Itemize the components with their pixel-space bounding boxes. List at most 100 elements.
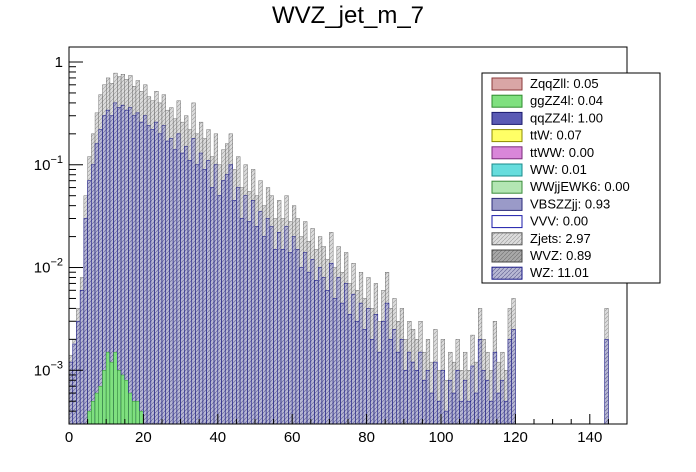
- bar-wz: [258, 211, 263, 425]
- bar-ggzz4l: [117, 370, 122, 425]
- bar-wz: [477, 339, 483, 425]
- x-tick-label: 60: [284, 429, 301, 446]
- bar-wz: [466, 400, 472, 425]
- bar-wz: [176, 133, 181, 425]
- legend-swatch: [491, 146, 523, 160]
- chart-title: WVZ_jet_m_7: [271, 2, 425, 29]
- bar-wz: [139, 121, 144, 425]
- bar-wz: [414, 369, 419, 425]
- bar-wz: [295, 249, 300, 425]
- bar-wz: [604, 339, 609, 425]
- x-tick-label: 100: [428, 429, 453, 446]
- bar-wz: [317, 267, 323, 425]
- bar-wz: [172, 149, 178, 425]
- legend-entry-label: ttW: 0.07: [530, 128, 582, 143]
- x-tick-label: 80: [358, 429, 375, 446]
- bar-wz: [191, 138, 196, 425]
- bar-wz: [396, 351, 401, 425]
- bar-ggzz4l: [102, 370, 107, 425]
- bar-wz: [500, 379, 505, 425]
- bar-wz: [366, 308, 371, 425]
- bar-wz: [440, 369, 446, 425]
- legend-entry-label: Zjets: 2.97: [530, 231, 591, 246]
- bar-wz: [131, 115, 137, 425]
- x-tick-label: 20: [135, 429, 152, 446]
- bar-wz: [377, 351, 382, 425]
- bar-wz: [198, 152, 204, 425]
- bar-wz: [265, 218, 271, 425]
- x-tick-label: 120: [503, 429, 528, 446]
- bar-wz: [503, 400, 509, 425]
- bar-wz: [210, 187, 215, 425]
- bar-wz: [269, 226, 274, 425]
- bar-wz: [83, 218, 88, 425]
- legend-entry-label: WWjjEWK6: 0.00: [530, 179, 630, 194]
- bar-wz: [288, 252, 293, 425]
- bar-wz: [436, 400, 442, 425]
- bar-wz: [321, 277, 326, 425]
- bar-wz: [399, 339, 405, 425]
- bar-ggzz4l: [124, 379, 129, 425]
- bar-wz: [306, 271, 312, 425]
- bar-wz: [146, 125, 152, 425]
- x-axis: 0 20 40 60 80 100 120 140: [65, 414, 628, 446]
- bar-wz: [72, 343, 77, 425]
- x-tick-label: 140: [577, 429, 602, 446]
- bar-wz: [161, 125, 167, 425]
- bar-wz: [98, 129, 103, 425]
- legend-entry-label: WVZ: 0.89: [530, 248, 591, 263]
- bar-wz: [332, 298, 338, 425]
- bar-ggzz4l: [105, 351, 111, 425]
- y-tick-label: 1: [55, 54, 63, 71]
- bar-wz: [135, 112, 140, 425]
- bar-wz: [418, 351, 423, 425]
- bar-wz: [407, 351, 412, 425]
- legend-swatch: [491, 180, 523, 194]
- x-tick-label: 0: [65, 429, 73, 446]
- bar-wz: [489, 400, 494, 425]
- bar-wz: [496, 392, 501, 425]
- bar-wz: [154, 121, 159, 425]
- bar-wz: [299, 267, 304, 425]
- bar-wz: [165, 140, 170, 425]
- bar-wz: [388, 339, 393, 425]
- bar-wz: [485, 379, 490, 425]
- legend-swatch: [491, 266, 523, 280]
- bar-wz: [79, 290, 85, 425]
- legend-swatch: [491, 215, 523, 229]
- bar-wz: [470, 365, 475, 425]
- bar-wz: [422, 379, 427, 425]
- bar-wz: [217, 195, 222, 425]
- bar-wz: [347, 314, 353, 425]
- bar-wz: [250, 200, 256, 425]
- legend-box: [481, 72, 661, 284]
- bar-wz: [232, 200, 237, 425]
- bar-wz: [150, 129, 155, 425]
- legend-swatch: [491, 163, 523, 177]
- bar-wz: [392, 329, 397, 425]
- legend-entry-label: ttWW: 0.00: [530, 145, 594, 160]
- legend-swatch: [491, 249, 523, 263]
- bar-wz: [187, 160, 193, 425]
- bar-wz: [228, 164, 233, 425]
- bar-wz: [373, 314, 379, 425]
- bar-wz: [91, 164, 96, 425]
- bar-wz: [224, 174, 230, 425]
- legend-entry-label: WZ: 11.01: [530, 265, 589, 280]
- legend-entry-label: WW: 0.01: [530, 162, 587, 177]
- bar-ggzz4l: [131, 400, 137, 425]
- bar-wz: [184, 146, 189, 425]
- x-tick-label: 40: [209, 429, 226, 446]
- bar-wz: [143, 115, 148, 425]
- bar-wz: [481, 369, 486, 425]
- bar-ggzz4l: [113, 351, 118, 425]
- bar-wz: [381, 320, 386, 425]
- bar-wz: [284, 226, 289, 425]
- bar-wz: [180, 152, 185, 425]
- bar-ggzz4l: [91, 400, 96, 425]
- bar-wz: [277, 232, 282, 425]
- bar-wz: [254, 226, 260, 425]
- bar-wz: [157, 133, 163, 425]
